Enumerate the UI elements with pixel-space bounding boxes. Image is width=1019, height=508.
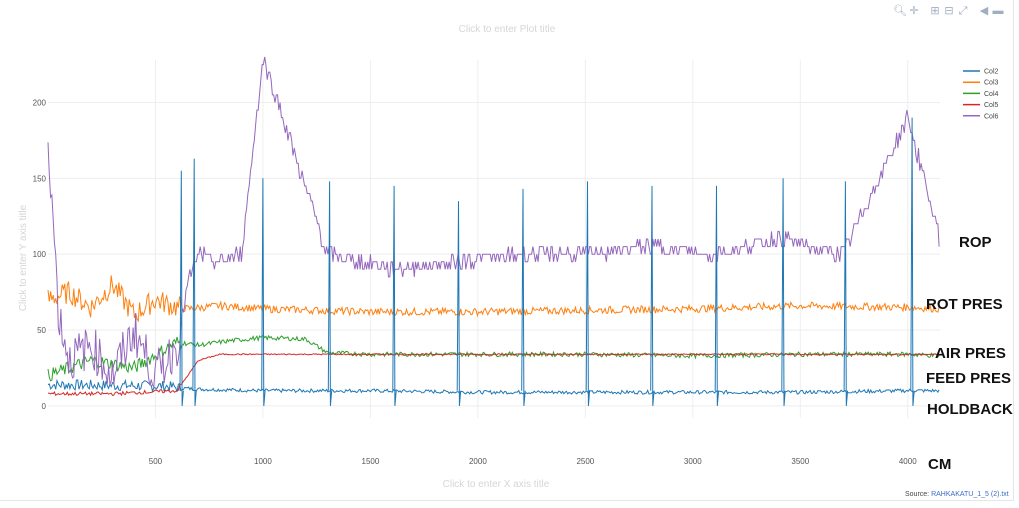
- series-layer: [47, 56, 940, 406]
- x-tick-label: 3000: [684, 457, 702, 466]
- x-tick-label: 2000: [469, 457, 487, 466]
- autoscale-icon[interactable]: ⤢: [958, 4, 968, 17]
- x-axis-title-placeholder[interactable]: Click to enter X axis title: [443, 479, 550, 490]
- series-line-col5: [47, 353, 940, 397]
- annotation-label: CM: [928, 456, 951, 473]
- series-line-col2: [47, 378, 940, 396]
- zoom-in-icon[interactable]: ⊞: [930, 4, 940, 17]
- source-note: Source: RAHKAKATU_1_5 (2).txt: [905, 491, 1009, 498]
- annotation-label: AIR PRES: [935, 345, 1006, 362]
- spike-col2: [179, 170, 184, 406]
- spike-col2: [781, 178, 786, 406]
- annotation-label: ROT PRES: [926, 296, 1003, 313]
- spike-col2: [843, 181, 849, 406]
- series-line-col4: [47, 334, 940, 382]
- modebar: 🔍︎ ✛ ⊞ ⊟ ⤢ ◀ ▬: [893, 4, 1004, 17]
- y-tick-label: 100: [33, 250, 47, 259]
- x-tick-label: 1500: [362, 457, 380, 466]
- hover-compare-icon[interactable]: ▬: [992, 4, 1004, 17]
- legend-item-col4[interactable]: Col4: [984, 91, 999, 98]
- legend-item-col5[interactable]: Col5: [984, 102, 999, 109]
- annotation-label: FEED PRES: [926, 370, 1011, 387]
- y-axis-title-placeholder[interactable]: Click to enter Y axis title: [18, 204, 29, 311]
- source-link[interactable]: RAHKAKATU_1_5 (2).txt: [931, 491, 1009, 498]
- x-tick-label: 2500: [576, 457, 594, 466]
- x-tick-label: 1000: [254, 457, 272, 466]
- y-tick-label: 150: [33, 174, 47, 183]
- plot-title-placeholder[interactable]: Click to enter Plot title: [459, 24, 556, 35]
- x-tick-label: 4000: [899, 457, 917, 466]
- hover-closest-icon[interactable]: ◀: [979, 4, 989, 17]
- axis-ticks: 500 1000 1500 2000 2500 3000 3500 4000 0 50 100 150…: [33, 98, 918, 466]
- zoom-icon[interactable]: 🔍︎: [893, 4, 907, 17]
- legend[interactable]: Col2 Col3 Col4 Col5 Col6: [963, 69, 999, 121]
- spike-col2: [585, 181, 591, 406]
- annotation-label: HOLDBACK: [927, 401, 1013, 418]
- spike-col2: [910, 117, 915, 406]
- legend-item-col2[interactable]: Col2: [984, 69, 999, 76]
- spike-col2: [192, 158, 197, 406]
- x-tick-label: 500: [149, 457, 163, 466]
- legend-item-col3[interactable]: Col3: [984, 80, 999, 87]
- spike-col2: [521, 188, 526, 406]
- y-tick-label: 50: [37, 326, 46, 335]
- y-tick-label: 0: [42, 402, 47, 411]
- annotations: ROP ROT PRES AIR PRES FEED PRES HOLDBACK CM: [926, 234, 1013, 473]
- source-label: Source:: [905, 491, 930, 498]
- spike-col2: [456, 201, 462, 406]
- spike-col2: [261, 178, 266, 406]
- y-tick-label: 200: [33, 98, 47, 107]
- spike-col2: [392, 185, 397, 406]
- x-tick-label: 3500: [791, 457, 809, 466]
- zoom-out-icon[interactable]: ⊟: [944, 4, 954, 17]
- series-line-col6: [47, 56, 940, 389]
- spike-col2: [650, 185, 655, 406]
- series-line-col3: [47, 275, 940, 323]
- legend-item-col6[interactable]: Col6: [984, 113, 999, 120]
- spike-col2: [714, 185, 720, 406]
- annotation-label: ROP: [959, 234, 992, 251]
- pan-icon[interactable]: ✛: [909, 4, 919, 17]
- spike-col2: [327, 181, 333, 406]
